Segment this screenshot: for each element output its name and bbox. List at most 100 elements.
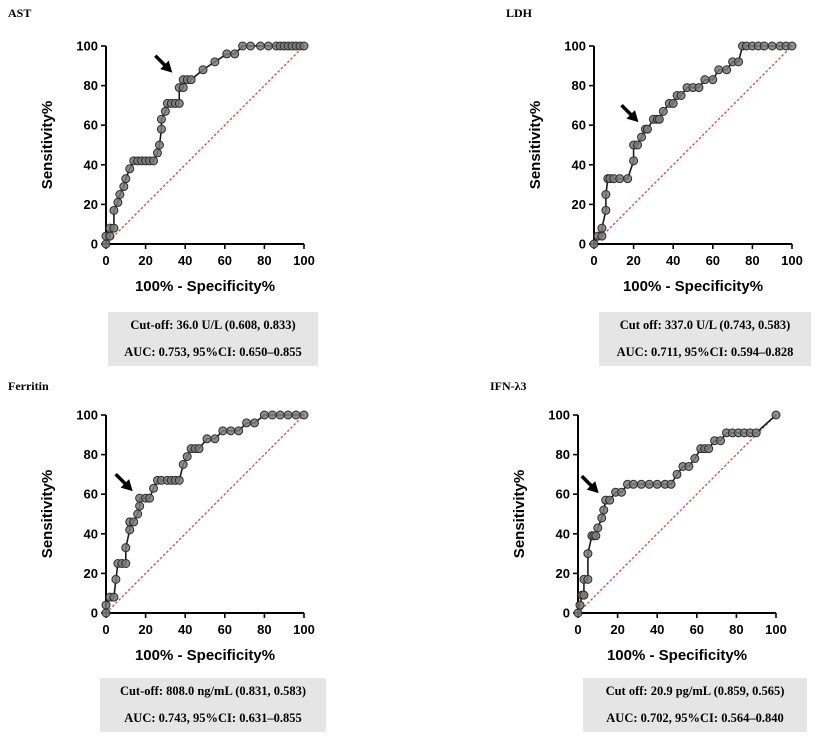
ldh-reference-line [593, 45, 793, 245]
ast-y-tick-label: 100 [76, 39, 98, 54]
ldh-roc-point [633, 140, 643, 150]
ldh-roc-point [668, 98, 678, 108]
ldh-roc-point [722, 65, 732, 75]
ldh-roc-point [708, 75, 718, 85]
ferritin-chart: Ferritin 0 20 40 60 80 100 0 20 40 60 80 100 100% - S… [8, 379, 315, 664]
ast-x-tick-label: 20 [138, 253, 152, 268]
ast-roc-point [115, 190, 125, 199]
ldh-roc-point [642, 124, 652, 134]
ferritin-x-tick-label: 80 [257, 622, 271, 637]
ldh-y-axis-label: Sensitivity% [527, 101, 544, 189]
ifn-lambda3-cutoff-arrow-head [586, 481, 599, 494]
ldh-cutoff-arrow-head [626, 110, 639, 123]
ast-roc-point [109, 223, 119, 233]
ferritin-x-tick-label: 60 [218, 622, 232, 637]
ifn-lambda3-roc-point [573, 608, 583, 618]
ifn-lambda3-roc-point [672, 469, 682, 479]
ifn-lambda3-roc-point [593, 523, 603, 533]
ifn-lambda3-x-tick-label: 80 [729, 622, 743, 637]
ifn-lambda3-roc-point [684, 461, 694, 471]
ferritin-roc-point [135, 501, 145, 511]
ast-roc-point [101, 239, 111, 249]
ferritin-roc-point [121, 559, 131, 568]
ifn-lambda3-y-tick-label: 100 [548, 408, 570, 423]
ldh-y-tick-label: 100 [564, 39, 586, 54]
ifn-lambda3-x-tick-label: 100 [765, 622, 787, 637]
ast-y-tick-label: 20 [84, 197, 98, 212]
ldh-roc-point [623, 174, 633, 184]
ferritin-y-tick-label: 80 [84, 447, 98, 462]
ferritin-roc-point [182, 452, 192, 462]
ldh-chart-title: LDH [506, 6, 533, 20]
ast-roc-point [299, 41, 309, 51]
ferritin-roc-point [121, 543, 131, 553]
ast-reference-line [105, 45, 305, 245]
ifn-lambda3-roc-point [583, 574, 593, 584]
ifn-lambda3-cutoff-text: Cut off: 20.9 pg/mL (0.859, 0.565) [605, 684, 785, 698]
ldh-roc-point [734, 57, 744, 67]
ast-roc-point [125, 164, 135, 174]
ferritin-roc-point [111, 574, 121, 584]
ast-auc-text: AUC: 0.753, 95%CI: 0.650–0.855 [124, 345, 302, 359]
ast-cutoff-text: Cut-off: 36.0 U/L (0.608, 0.833) [130, 318, 296, 332]
ifn-lambda3-auc-text: AUC: 0.702, 95%CI: 0.564–0.840 [606, 711, 784, 725]
ferritin-cutoff-arrow-head [120, 479, 133, 492]
ast-y-axis-label: Sensitivity% [39, 101, 56, 189]
ast-y-tick-label: 40 [84, 157, 98, 172]
ast-roc-point [149, 156, 159, 166]
ferritin-x-tick-label: 0 [102, 622, 109, 637]
ldh-roc-point [787, 41, 797, 51]
ferritin-roc-point [101, 608, 111, 618]
ferritin-roc-point [259, 410, 269, 420]
ast-roc-point [119, 182, 129, 192]
ast-y-tick-label: 0 [91, 237, 98, 252]
ldh-roc-point [714, 65, 724, 75]
ast-roc-point [263, 41, 273, 51]
ifn-lambda3-roc-point [583, 549, 593, 559]
ast-y-tick-label: 80 [84, 78, 98, 93]
ferritin-x-tick-label: 20 [138, 622, 152, 637]
ast-info-box: Cut-off: 36.0 U/L (0.608, 0.833) AUC: 0.… [108, 312, 318, 366]
ferritin-y-tick-label: 60 [84, 487, 98, 502]
ldh-x-tick-label: 100 [781, 253, 803, 268]
ldh-x-tick-label: 40 [666, 253, 680, 268]
ast-roc-point [230, 49, 240, 59]
ldh-roc-point [597, 231, 607, 241]
ifn-lambda3-roc-point [666, 479, 676, 489]
ifn-lambda3-roc-point [597, 513, 607, 523]
ferritin-auc-text: AUC: 0.743, 95%CI: 0.631–0.855 [124, 711, 302, 725]
ast-cutoff-arrow-head [160, 60, 173, 73]
ifn-lambda3-roc-point [605, 495, 615, 505]
ast-roc-point [156, 124, 166, 134]
ifn-lambda3-x-tick-label: 40 [650, 622, 664, 637]
ifn-lambda3-y-tick-label: 60 [556, 487, 570, 502]
ferritin-roc-point [101, 600, 111, 610]
ldh-roc-point [637, 132, 647, 142]
ast-roc-point [174, 98, 184, 108]
ifn-lambda3-roc-point [704, 444, 714, 454]
ldh-x-tick-label: 0 [590, 253, 597, 268]
ifn-lambda3-roc-point [690, 454, 700, 464]
ast-roc-point [154, 140, 164, 150]
ifn-lambda3-roc-point [716, 436, 726, 446]
ldh-roc-point [589, 239, 599, 249]
ldh-cutoff-text: Cut off: 337.0 U/L (0.743, 0.583) [619, 318, 791, 332]
ast-x-tick-label: 100 [293, 253, 315, 268]
ifn-lambda3-reference-line [577, 414, 777, 614]
ldh-roc-point [654, 114, 664, 124]
ferritin-x-tick-label: 40 [178, 622, 192, 637]
ast-x-axis-label: 100% - Specificity% [135, 278, 275, 295]
ast-roc-point [210, 57, 220, 67]
ifn-lambda3-roc-point [652, 479, 662, 489]
ifn-lambda3-roc-point [579, 590, 589, 600]
ast-x-tick-label: 80 [257, 253, 271, 268]
ferritin-roc-point [234, 426, 244, 436]
ldh-info-box: Cut off: 337.0 U/L (0.743, 0.583) AUC: 0… [599, 312, 811, 366]
ferritin-roc-point [283, 410, 293, 420]
ast-roc-point [105, 231, 115, 241]
ferritin-reference-line [105, 414, 305, 614]
ldh-roc-point [767, 41, 777, 51]
ifn-lambda3-y-tick-label: 0 [563, 606, 570, 621]
ferritin-roc-point [275, 410, 285, 420]
